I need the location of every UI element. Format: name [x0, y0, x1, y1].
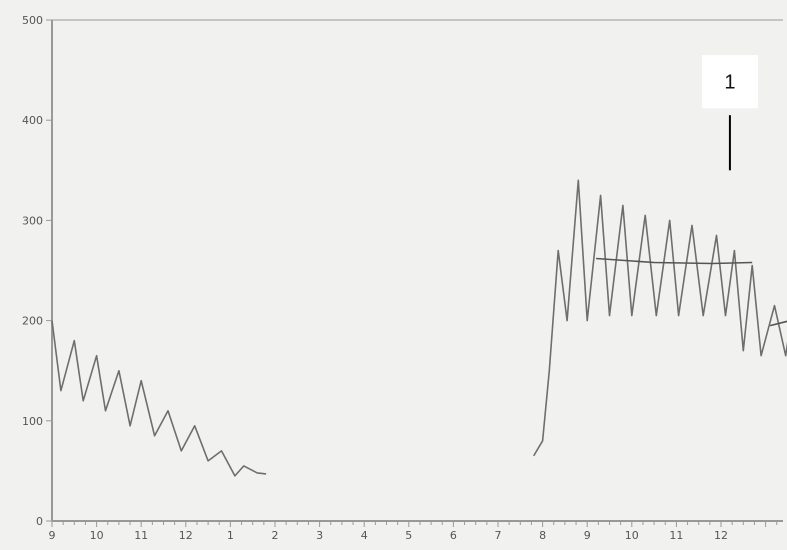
annotation-label-1: 1 [724, 72, 735, 94]
y-tick-label: 300 [22, 214, 43, 227]
y-tick-label: 100 [22, 415, 43, 428]
x-tick-label: 9 [49, 529, 56, 542]
y-tick-label: 500 [22, 14, 43, 27]
series-line [51, 320, 267, 477]
x-tick-label: 9 [584, 529, 591, 542]
chart-trend-lines [596, 257, 787, 327]
annotation-box-1 [701, 55, 758, 109]
x-tick-label: 10 [90, 529, 104, 542]
trend-line [596, 257, 753, 265]
x-tick-label: 1 [227, 529, 234, 542]
x-tick-label: 11 [669, 529, 683, 542]
y-tick-label: 200 [22, 315, 43, 328]
y-tick-label: 0 [36, 515, 43, 528]
x-tick-label: 3 [316, 529, 323, 542]
x-tick-label: 12 [179, 529, 193, 542]
series-line [533, 179, 787, 457]
x-tick-label: 7 [495, 529, 502, 542]
x-tick-label: 2 [272, 529, 279, 542]
chart-axes [51, 19, 783, 522]
x-tick-label: 4 [361, 529, 368, 542]
y-tick-label: 400 [22, 114, 43, 127]
chart-series [51, 179, 787, 477]
x-tick-label: 10 [625, 529, 639, 542]
x-tick-label: 6 [450, 529, 457, 542]
x-tick-label: 12 [714, 529, 728, 542]
x-tick-label: 5 [405, 529, 412, 542]
x-tick-label: 11 [134, 529, 148, 542]
x-tick-label: 8 [539, 529, 546, 542]
